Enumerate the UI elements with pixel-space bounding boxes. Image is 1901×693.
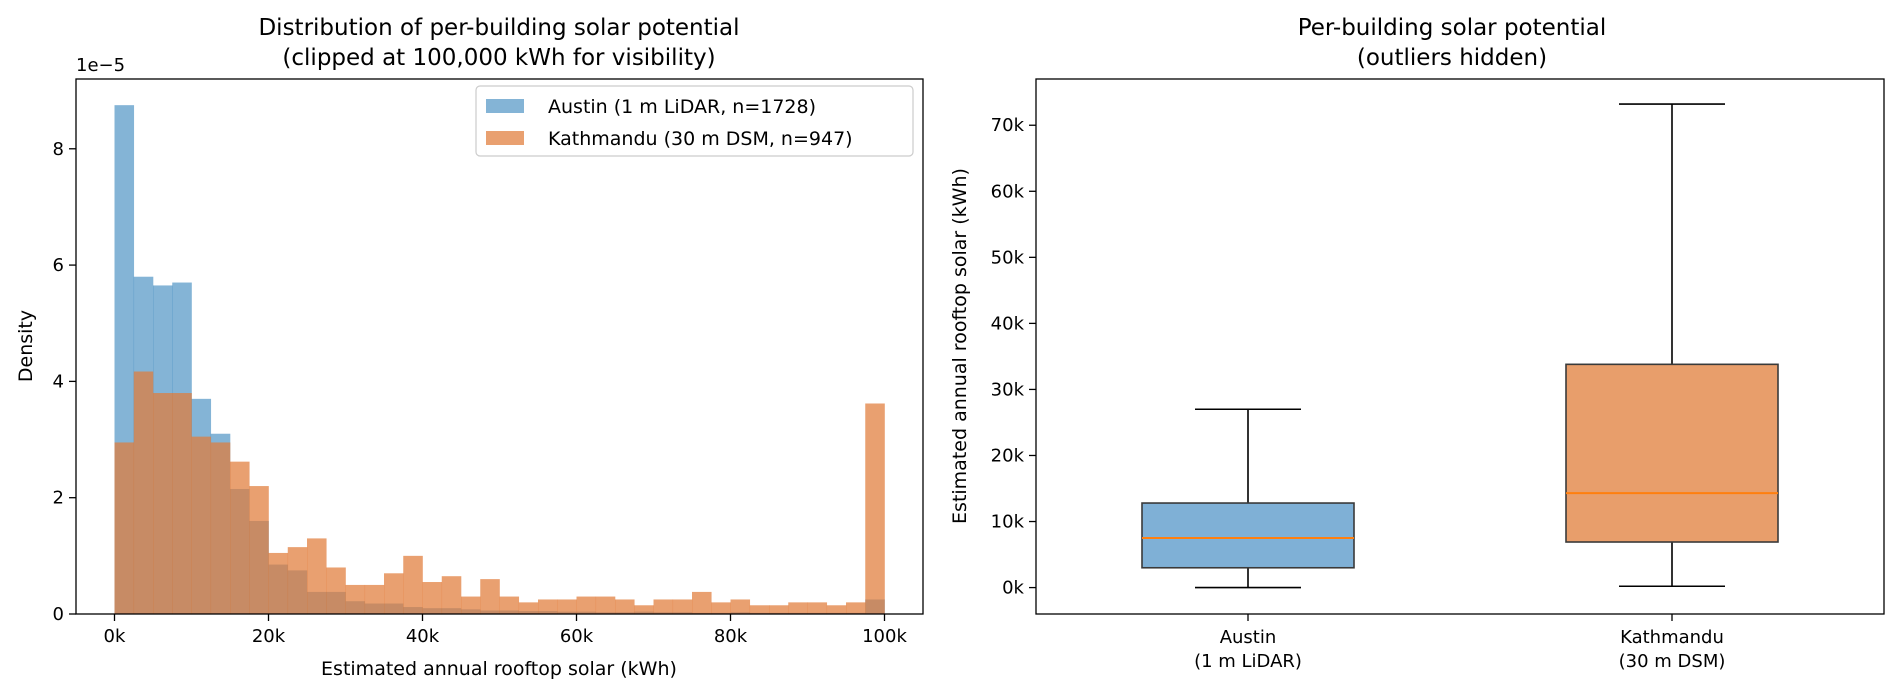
box-iqr (1141, 502, 1355, 569)
histogram-bar (595, 596, 616, 614)
histogram-bar (461, 596, 481, 614)
box-group-1 (1565, 103, 1779, 588)
legend-swatch-kathmandu (486, 131, 524, 145)
histogram-x-tick-label: 40k (406, 626, 440, 647)
histogram-bar (499, 596, 520, 614)
histogram-x-tick-label: 20k (252, 626, 286, 647)
histogram-y-tick-label: 4 (53, 371, 64, 392)
boxplot-y-tick-label: 40k (991, 313, 1025, 334)
histogram-bar (422, 582, 443, 614)
histogram-y-tick-label: 6 (53, 255, 64, 276)
histogram-bar (191, 436, 212, 614)
boxplot-y-tick-label: 50k (991, 247, 1025, 268)
histogram-y-tick-label: 2 (53, 488, 64, 509)
boxplot-y-tick-label: 10k (991, 512, 1025, 533)
histogram-bar (807, 602, 828, 614)
boxplot-panel: Per-building solar potential (outliers h… (949, 15, 1885, 672)
histogram-bar (730, 599, 751, 614)
histogram-y-axis-label: Density (15, 310, 37, 382)
histogram-bar (634, 605, 654, 614)
histogram-bar (249, 486, 269, 614)
histogram-bars (114, 105, 885, 614)
histogram-bar (538, 599, 558, 614)
histogram-bar (615, 599, 635, 614)
boxplot-title-line-2: (outliers hidden) (1357, 45, 1547, 71)
boxplot-x-tick-label: (1 m LiDAR) (1194, 651, 1302, 672)
boxplot-x-tick-label: Austin (1220, 627, 1277, 648)
histogram-legend: Austin (1 m LiDAR, n=1728) Kathmandu (30… (475, 85, 914, 157)
histogram-plot-frame (75, 78, 924, 615)
histogram-bar (153, 393, 173, 614)
histogram-x-tick-label: 100k (862, 626, 907, 647)
boxplot-y-tick-label: 70k (991, 115, 1025, 136)
histogram-bar (114, 442, 135, 614)
histogram-bar (480, 579, 500, 614)
histogram-bar (268, 552, 289, 614)
histogram-bar (403, 555, 423, 614)
histogram-bar (287, 547, 308, 614)
boxplot-y-tick-label: 60k (991, 181, 1025, 202)
histogram-bar (172, 393, 192, 614)
histogram-bar (865, 403, 885, 614)
boxplot-y-ticks: 0k 10k 20k 30k 40k 50k 60k 70k (991, 115, 1036, 599)
histogram-y-offset-label: 1e−5 (76, 55, 125, 76)
histogram-y-tick-label: 0 (53, 604, 64, 625)
histogram-x-axis-label: Estimated annual rooftop solar (kWh) (321, 658, 677, 680)
boxplot-plot-frame (1035, 78, 1885, 615)
histogram-x-tick-label: 60k (560, 626, 594, 647)
legend-label-kathmandu: Kathmandu (30 m DSM, n=947) (548, 128, 853, 150)
boxplot-x-tick-label: (30 m DSM) (1619, 651, 1726, 672)
box-group-0 (1141, 408, 1355, 589)
histogram-title-line-2: (clipped at 100,000 kWh for visibility) (282, 45, 715, 71)
boxplot-y-tick-label: 30k (991, 379, 1025, 400)
histogram-bar (210, 442, 231, 614)
histogram-bar (230, 461, 250, 614)
histogram-bar (769, 605, 789, 614)
histogram-bar (518, 602, 539, 614)
histogram-title-line-1: Distribution of per-building solar poten… (258, 15, 739, 41)
histogram-bar (826, 605, 847, 614)
boxplot-y-axis-label: Estimated annual rooftop solar (kWh) (949, 168, 971, 524)
legend-swatch-austin (486, 99, 524, 113)
legend-label-austin: Austin (1 m LiDAR, n=1728) (548, 96, 816, 118)
histogram-x-tick-label: 0k (104, 626, 126, 647)
histogram-y-ticks: 0 2 4 6 8 (53, 139, 76, 625)
histogram-bar (711, 602, 731, 614)
boxplot-x-ticks: Austin (1 m LiDAR) Kathmandu (30 m DSM) (1194, 614, 1725, 672)
histogram-x-tick-label: 80k (714, 626, 748, 647)
boxplot-x-tick-label: Kathmandu (1620, 627, 1724, 648)
histogram-bar (846, 602, 866, 614)
box-iqr (1565, 363, 1779, 543)
histogram-x-ticks: 0k 20k 40k 60k 80k 100k (104, 614, 907, 647)
histogram-bar (653, 599, 674, 614)
histogram-bar (326, 567, 346, 614)
histogram-bar (345, 584, 366, 614)
histogram-bar (384, 573, 404, 614)
histogram-bar (788, 602, 808, 614)
legend-box (475, 85, 914, 157)
histogram-bar (441, 576, 462, 614)
histogram-bar (692, 591, 712, 614)
boxplot-y-tick-label: 0k (1002, 578, 1024, 599)
histogram-series-1 (114, 371, 885, 614)
boxplot-boxes (1141, 103, 1779, 589)
histogram-bar (133, 371, 154, 614)
boxplot-y-tick-label: 20k (991, 445, 1025, 466)
histogram-panel: Distribution of per-building solar poten… (15, 15, 924, 680)
histogram-bar (672, 599, 693, 614)
histogram-y-tick-label: 8 (53, 139, 64, 160)
boxplot-title-line-1: Per-building solar potential (1298, 15, 1607, 41)
histogram-bar (749, 605, 770, 614)
histogram-bar (576, 596, 597, 614)
histogram-bar (364, 584, 385, 614)
histogram-bar (307, 538, 327, 614)
histogram-bar (557, 599, 577, 614)
